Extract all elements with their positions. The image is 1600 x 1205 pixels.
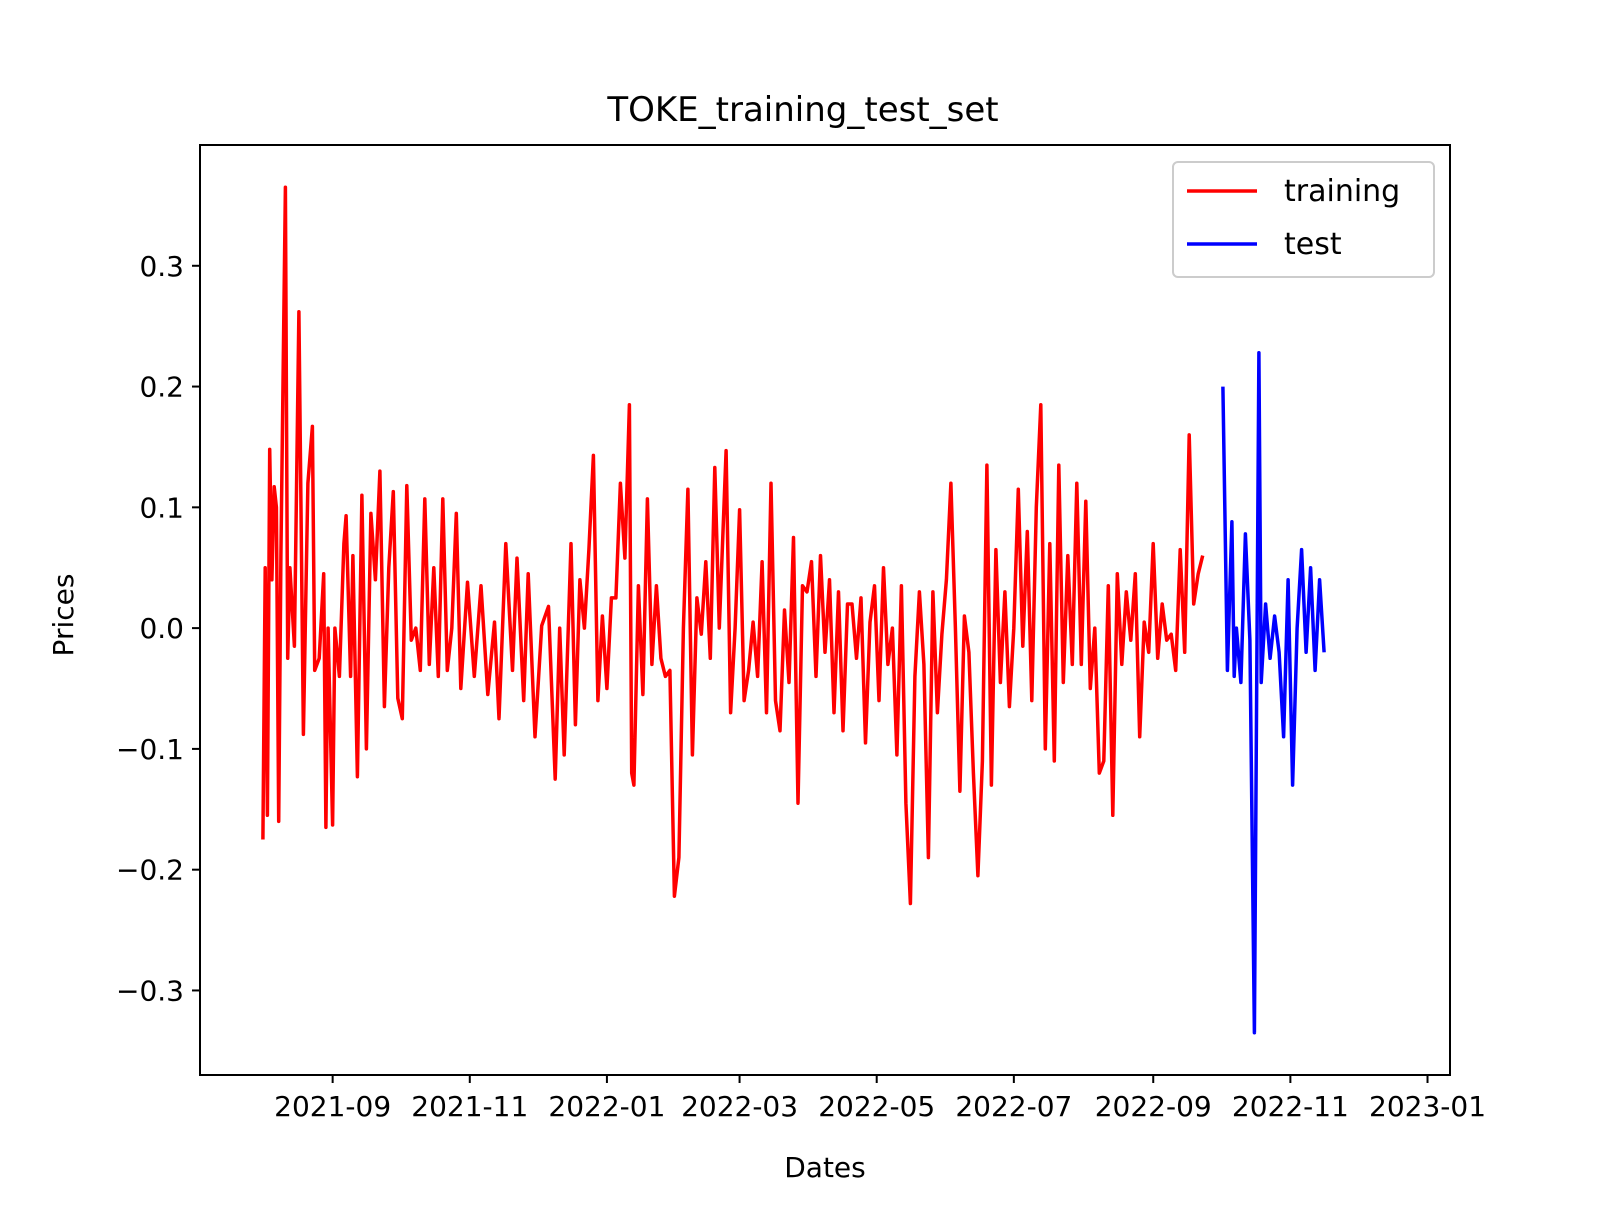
legend: training test <box>1172 161 1435 278</box>
series-line-training <box>261 185 1205 906</box>
x-tick-label: 2022-05 <box>818 1090 935 1123</box>
series-line-test <box>1221 350 1326 1035</box>
y-tick-label: 0.3 <box>139 250 184 283</box>
x-tick-label: 2023-01 <box>1369 1090 1486 1123</box>
chart-title: TOKE_training_test_set <box>606 90 998 130</box>
x-tick-label: 2021-09 <box>274 1090 391 1123</box>
x-tick-label: 2022-11 <box>1232 1090 1349 1123</box>
x-tick-label: 2022-03 <box>681 1090 798 1123</box>
x-tick-label: 2022-01 <box>548 1090 665 1123</box>
y-tick-label: 0.1 <box>139 491 184 524</box>
x-tick-label: 2021-11 <box>411 1090 528 1123</box>
x-tick-label: 2022-07 <box>955 1090 1072 1123</box>
legend-label-test: test <box>1284 227 1342 262</box>
x-axis-ticks: 2021-09 2021-11 2022-01 2022-03 2022-05 2022-… <box>274 1075 1486 1123</box>
y-tick-label: 0.2 <box>139 371 184 404</box>
series-layer <box>261 185 1326 1035</box>
y-axis-label: Prices <box>47 574 80 657</box>
y-tick-label: −0.3 <box>116 974 184 1007</box>
x-tick-label: 2022-09 <box>1095 1090 1212 1123</box>
legend-label-training: training <box>1284 174 1400 209</box>
y-axis-ticks: −0.3 −0.2 −0.1 0.0 0.1 0.2 0.3 <box>116 250 200 1007</box>
y-tick-label: −0.2 <box>116 854 184 887</box>
y-tick-label: 0.0 <box>139 612 184 645</box>
x-axis-label: Dates <box>784 1151 866 1184</box>
y-tick-label: −0.1 <box>116 733 184 766</box>
